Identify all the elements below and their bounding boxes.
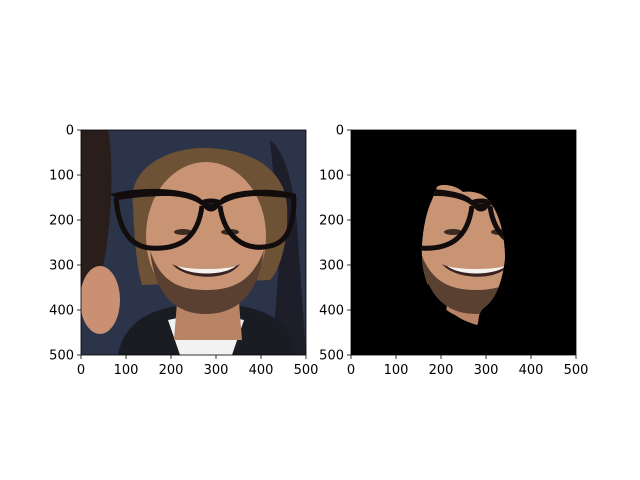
raised-hand bbox=[81, 266, 120, 334]
right-y-tick-label: 0 bbox=[336, 124, 344, 139]
right-y-tick-label: 300 bbox=[319, 259, 344, 274]
right-x-axis: 0 100 200 300 400 500 bbox=[347, 355, 589, 378]
right-x-tick-label: 500 bbox=[564, 363, 589, 378]
right-y-tick-label: 400 bbox=[319, 304, 344, 319]
right-image-panel bbox=[351, 130, 576, 355]
right-x-tick-label: 0 bbox=[347, 363, 355, 378]
right-y-tick-label: 100 bbox=[319, 169, 344, 184]
left-y-axis: 0 100 200 300 400 500 bbox=[49, 124, 81, 364]
left-y-tick-label: 0 bbox=[66, 124, 74, 139]
right-y-tick-label: 200 bbox=[319, 214, 344, 229]
left-y-tick-label: 400 bbox=[49, 304, 74, 319]
person-left-edge bbox=[81, 130, 112, 312]
left-x-tick-label: 100 bbox=[114, 363, 139, 378]
right-x-tick-label: 100 bbox=[384, 363, 409, 378]
left-x-tick-label: 0 bbox=[77, 363, 85, 378]
right-y-axis: 0 100 200 300 400 500 bbox=[319, 124, 351, 364]
right-x-tick-label: 400 bbox=[519, 363, 544, 378]
left-y-tick-label: 100 bbox=[49, 169, 74, 184]
right-y-tick-label: 500 bbox=[319, 349, 344, 364]
left-y-tick-label: 200 bbox=[49, 214, 74, 229]
left-image-panel bbox=[81, 130, 306, 355]
right-x-tick-label: 200 bbox=[429, 363, 454, 378]
left-axes-frame bbox=[80, 129, 307, 356]
left-x-tick-label: 200 bbox=[159, 363, 184, 378]
right-axes-frame bbox=[350, 129, 577, 356]
right-x-tick-label: 300 bbox=[474, 363, 499, 378]
left-x-tick-label: 500 bbox=[294, 363, 319, 378]
left-x-tick-label: 300 bbox=[204, 363, 229, 378]
left-y-tick-label: 300 bbox=[49, 259, 74, 274]
left-y-tick-label: 500 bbox=[49, 349, 74, 364]
left-x-axis: 0 100 200 300 400 500 bbox=[77, 355, 319, 378]
left-x-tick-label: 400 bbox=[249, 363, 274, 378]
